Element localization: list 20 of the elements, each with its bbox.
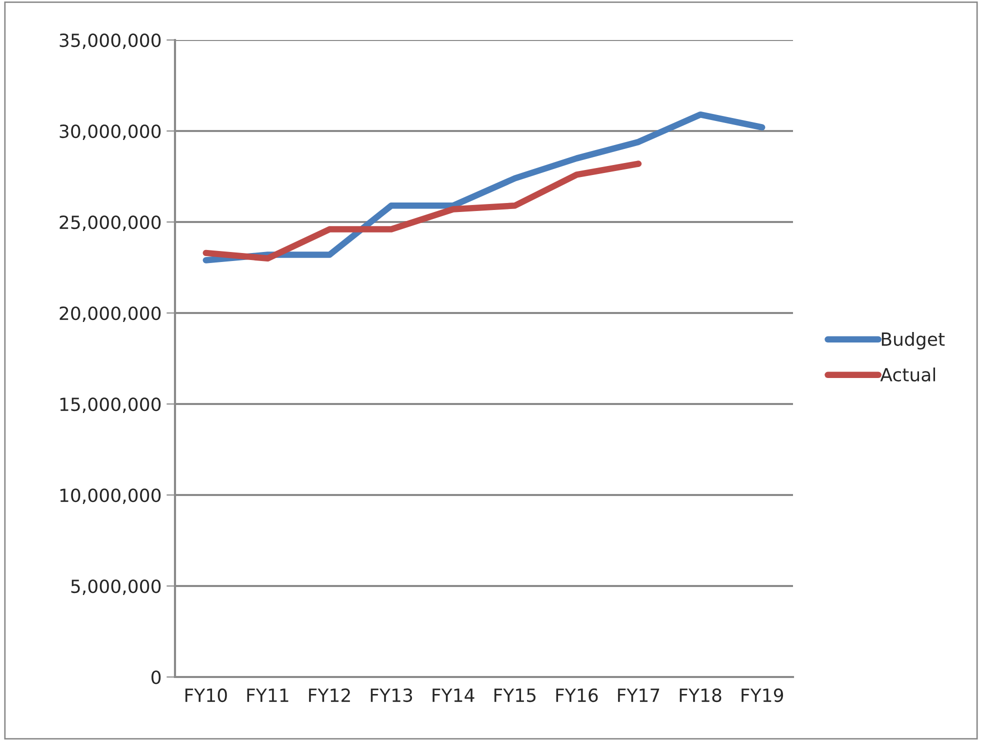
x-tick-label: FY11 (247, 688, 288, 702)
x-tick-label: FY15 (494, 688, 536, 702)
y-tick-label: 15,000,000 (60, 397, 161, 413)
y-tick-label: 25,000,000 (60, 215, 161, 231)
x-tick-label: FY10 (185, 688, 227, 702)
x-tick-label: FY16 (556, 688, 598, 702)
y-tick-label: 5,000,000 (71, 579, 161, 595)
x-tick-label: FY12 (309, 688, 350, 702)
x-tick-label: FY17 (618, 688, 660, 702)
x-tick-label: FY19 (742, 688, 784, 702)
y-tick-label: 35,000,000 (60, 33, 161, 49)
x-tick-label: FY14 (432, 688, 474, 702)
y-tick-label: 0 (152, 670, 161, 684)
x-tick-label: FY18 (680, 688, 722, 702)
legend-label: Actual (880, 368, 936, 382)
y-tick-label: 30,000,000 (60, 124, 161, 140)
y-tick-label: 10,000,000 (60, 488, 161, 504)
y-tick-label: 20,000,000 (60, 306, 161, 322)
x-tick-label: FY13 (370, 688, 412, 702)
legend-label: Budget (882, 332, 945, 350)
